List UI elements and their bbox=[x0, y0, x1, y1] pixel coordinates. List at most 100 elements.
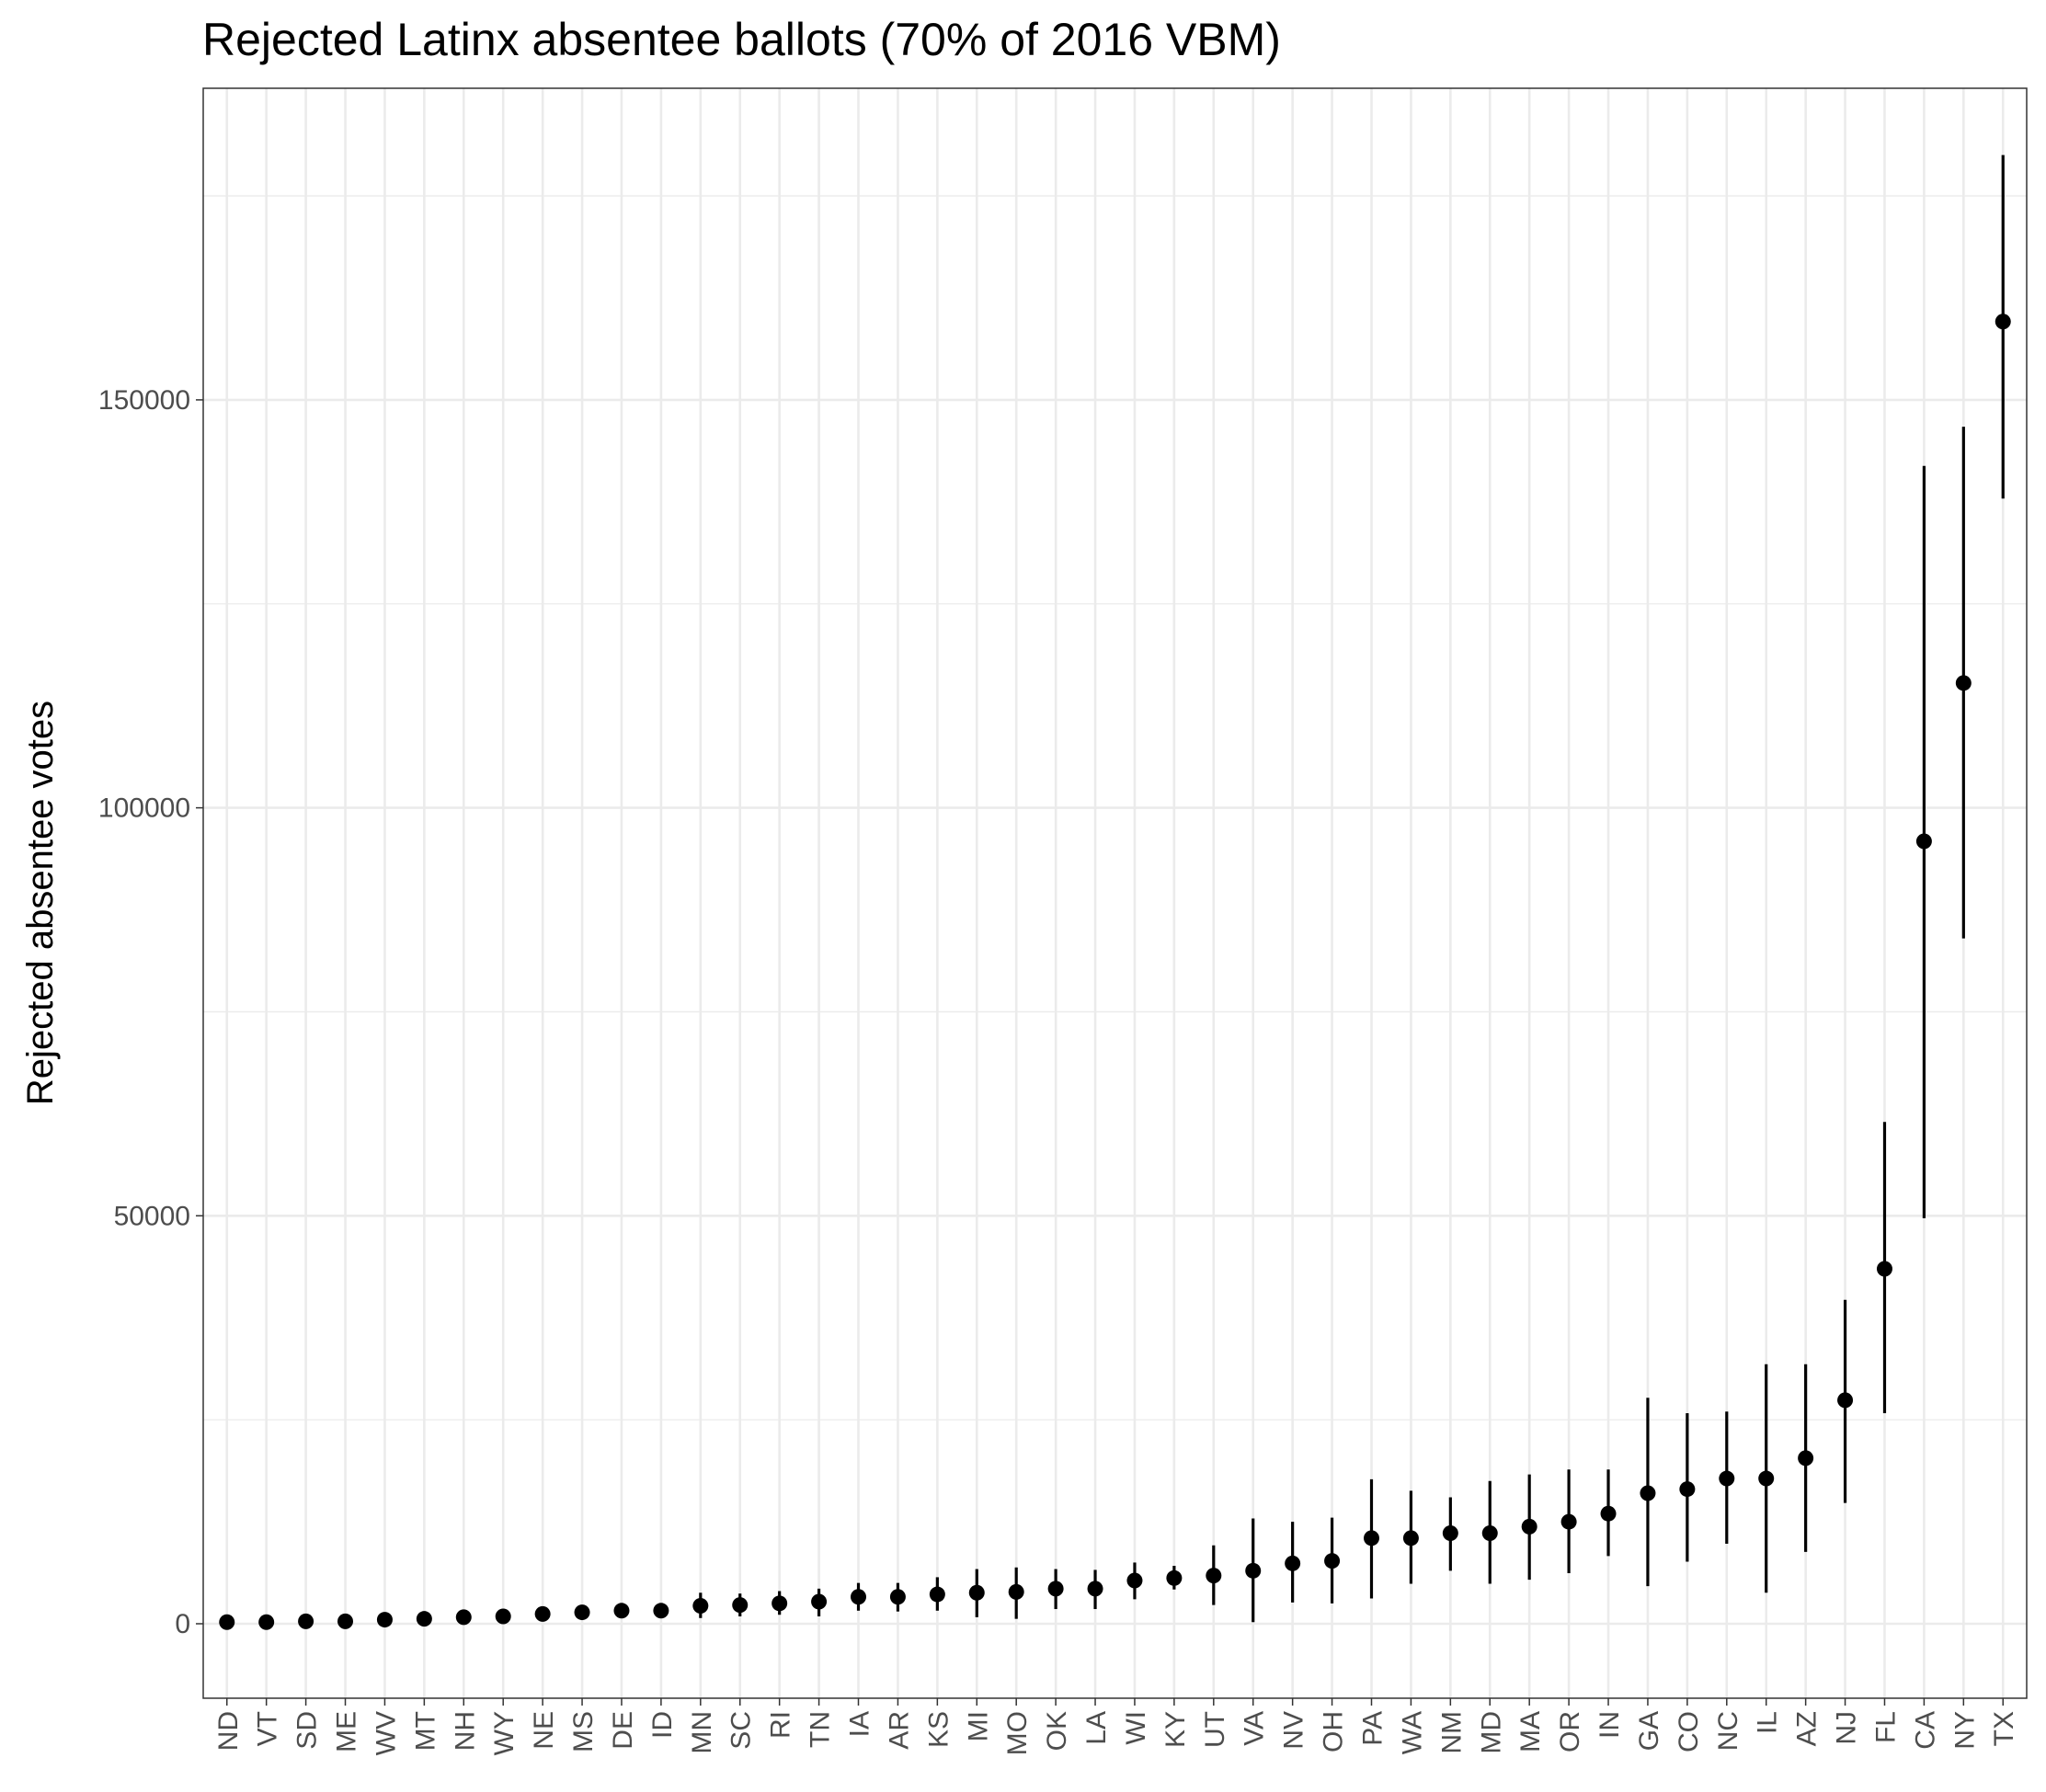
x-tick-label: WI bbox=[1121, 1711, 1151, 1745]
data-point bbox=[1206, 1568, 1222, 1584]
data-point bbox=[1915, 833, 1932, 850]
data-point bbox=[732, 1597, 749, 1614]
x-tick-label: RI bbox=[766, 1711, 796, 1739]
data-point bbox=[692, 1597, 709, 1614]
data-point bbox=[1087, 1581, 1103, 1597]
x-tick-label: MD bbox=[1476, 1711, 1506, 1754]
data-point bbox=[298, 1613, 314, 1629]
data-point bbox=[574, 1604, 590, 1621]
x-tick-label: OK bbox=[1042, 1711, 1072, 1751]
x-tick-label: ND bbox=[213, 1711, 244, 1751]
data-point bbox=[534, 1605, 551, 1622]
data-point bbox=[811, 1593, 828, 1610]
data-point bbox=[1363, 1530, 1379, 1547]
x-tick-label: SD bbox=[292, 1711, 323, 1750]
y-axis-ticks: 0 50000 100000 150000 bbox=[98, 385, 203, 1639]
x-tick-label: LA bbox=[1081, 1711, 1112, 1745]
y-tick-label: 50000 bbox=[114, 1201, 190, 1231]
data-point bbox=[1876, 1261, 1892, 1277]
data-point bbox=[1047, 1581, 1064, 1597]
x-tick-label: CA bbox=[1910, 1711, 1940, 1750]
x-tick-label: NY bbox=[1949, 1711, 1980, 1750]
data-point bbox=[376, 1612, 393, 1628]
x-tick-label: MI bbox=[963, 1711, 993, 1741]
x-tick-label: VT bbox=[253, 1711, 283, 1746]
x-tick-label: KY bbox=[1160, 1711, 1191, 1748]
data-point bbox=[1126, 1572, 1143, 1589]
data-point bbox=[653, 1603, 669, 1619]
x-tick-label: OR bbox=[1555, 1711, 1585, 1752]
data-point bbox=[219, 1614, 235, 1630]
x-tick-label: MN bbox=[687, 1711, 717, 1754]
data-point bbox=[455, 1609, 472, 1626]
x-tick-label: DE bbox=[608, 1711, 638, 1750]
x-tick-label: MS bbox=[568, 1711, 599, 1752]
data-point bbox=[851, 1589, 867, 1605]
data-point bbox=[1166, 1569, 1183, 1586]
x-tick-label: PA bbox=[1357, 1711, 1388, 1746]
error-bars bbox=[699, 154, 2005, 1623]
data-point bbox=[1521, 1518, 1537, 1535]
x-tick-label: NE bbox=[529, 1711, 559, 1750]
x-tick-label: MO bbox=[1002, 1711, 1033, 1755]
data-point bbox=[1285, 1555, 1301, 1571]
data-point bbox=[929, 1586, 945, 1603]
x-tick-label: IL bbox=[1753, 1711, 1783, 1734]
data-point bbox=[1600, 1505, 1617, 1522]
x-tick-label: WA bbox=[1397, 1711, 1427, 1754]
x-tick-label: ID bbox=[647, 1711, 678, 1739]
y-tick-label: 100000 bbox=[98, 793, 190, 824]
data-point bbox=[1640, 1485, 1656, 1501]
x-tick-label: AZ bbox=[1792, 1711, 1823, 1746]
x-tick-label: VA bbox=[1240, 1711, 1270, 1746]
y-tick-label: 150000 bbox=[98, 385, 190, 416]
data-point bbox=[968, 1584, 985, 1601]
data-point bbox=[1560, 1513, 1577, 1530]
data-point bbox=[1481, 1524, 1498, 1541]
data-point bbox=[1995, 314, 2011, 330]
data-point bbox=[1324, 1553, 1341, 1569]
data-point bbox=[1679, 1481, 1696, 1498]
data-point bbox=[772, 1595, 788, 1612]
data-point bbox=[1442, 1524, 1458, 1541]
data-point bbox=[495, 1608, 511, 1625]
x-tick-label: UT bbox=[1200, 1711, 1230, 1748]
data-point bbox=[1245, 1562, 1262, 1579]
data-point bbox=[1955, 675, 1972, 691]
x-tick-label: NV bbox=[1279, 1711, 1309, 1750]
x-tick-label: TX bbox=[1989, 1711, 2019, 1746]
data-point bbox=[1758, 1470, 1775, 1487]
x-tick-label: AR bbox=[884, 1711, 914, 1750]
data-point bbox=[337, 1613, 354, 1629]
data-point bbox=[1719, 1470, 1735, 1487]
x-tick-label: WV bbox=[371, 1711, 401, 1755]
x-tick-label: IN bbox=[1595, 1711, 1625, 1739]
x-tick-label: CO bbox=[1674, 1711, 1704, 1752]
data-point bbox=[1402, 1530, 1419, 1547]
x-tick-label: MT bbox=[410, 1711, 440, 1751]
x-tick-label: NJ bbox=[1832, 1711, 1862, 1745]
x-tick-label: GA bbox=[1634, 1711, 1664, 1751]
x-tick-label: WY bbox=[489, 1711, 520, 1755]
y-axis-label: Rejected absentee votes bbox=[20, 701, 61, 1105]
x-tick-label: SC bbox=[726, 1711, 757, 1750]
x-tick-label: FL bbox=[1870, 1711, 1901, 1743]
x-tick-label: NH bbox=[450, 1711, 480, 1751]
grid bbox=[203, 88, 2027, 1698]
x-tick-label: TN bbox=[806, 1711, 836, 1748]
plot-panel bbox=[202, 87, 2028, 1699]
x-tick-label: IA bbox=[845, 1711, 875, 1737]
data-point bbox=[258, 1614, 275, 1630]
data-point bbox=[613, 1603, 630, 1619]
x-tick-label: KS bbox=[923, 1711, 954, 1748]
x-tick-label: ME bbox=[332, 1711, 362, 1752]
data-point bbox=[1798, 1450, 1814, 1467]
x-tick-label: NM bbox=[1436, 1711, 1467, 1754]
data-points bbox=[219, 314, 2011, 1630]
x-axis-ticks: ND VT SD ME WV MT NH WY NE MS DE ID MN SC RI TN IA AR KS MI… bbox=[213, 1698, 2019, 1755]
data-point bbox=[889, 1589, 906, 1605]
chart-title: Rejected Latinx absentee ballots (70% of… bbox=[202, 14, 1281, 65]
data-point bbox=[1837, 1392, 1854, 1409]
x-tick-label: OH bbox=[1319, 1711, 1349, 1752]
